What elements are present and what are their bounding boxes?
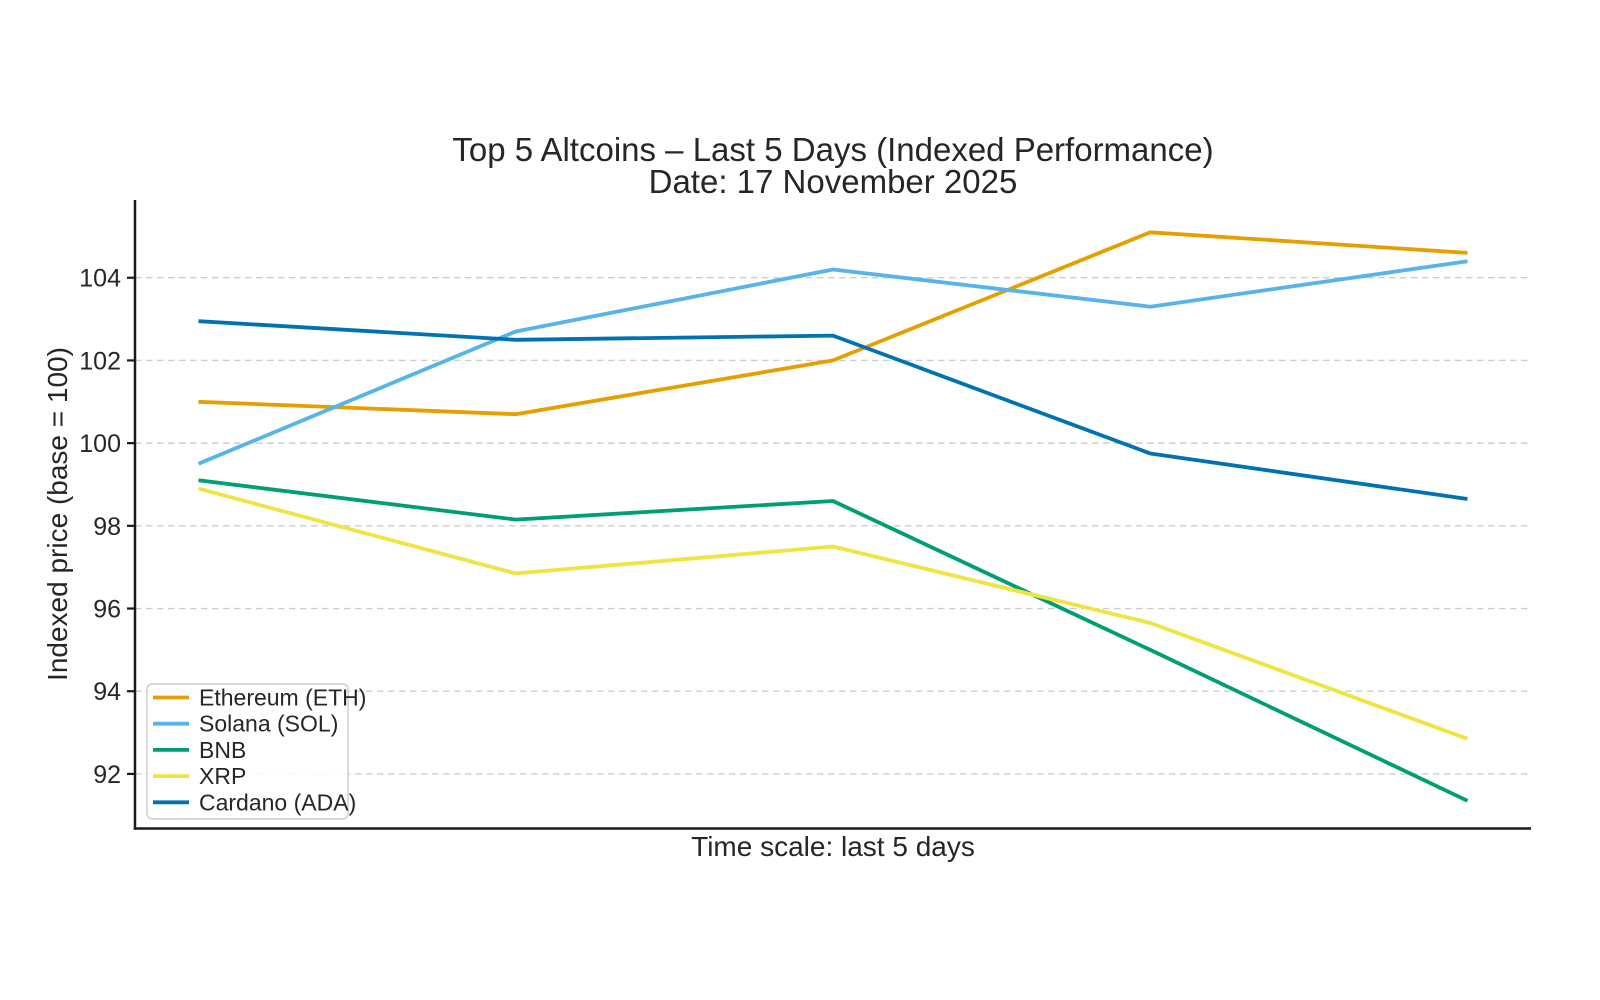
legend-label: Solana (SOL) [199, 711, 338, 737]
legend-label: XRP [199, 763, 246, 789]
legend-item-solana-sol: Solana (SOL) [153, 711, 338, 737]
y-tick-label: 94 [93, 678, 121, 706]
chart-subtitle: Date: 17 November 2025 [649, 163, 1018, 200]
legend-item-xrp: XRP [153, 763, 246, 789]
x-axis-label: Time scale: last 5 days [691, 831, 975, 862]
y-tick-label: 92 [93, 761, 121, 789]
gridlines [135, 277, 1531, 775]
legend: Ethereum (ETH)Solana (SOL)BNBXRPCardano … [146, 683, 366, 820]
series-line-cardano-ada [198, 319, 1468, 501]
series-line-ethereum-eth [198, 230, 1468, 417]
y-tick-label: 100 [79, 430, 121, 458]
legend-label: BNB [199, 737, 246, 763]
y-axis-ticks: 92 94 96 98 100 102 104 [79, 265, 135, 789]
y-tick-label: 96 [93, 596, 121, 624]
legend-item-bnb: BNB [153, 737, 246, 763]
legend-label: Cardano (ADA) [199, 789, 356, 815]
y-tick-label: 102 [79, 347, 121, 375]
axes-spines [133, 200, 1531, 830]
y-tick-label: 98 [93, 513, 121, 541]
series-lines [197, 230, 1469, 803]
series-line-solana-sol [197, 259, 1468, 466]
chart-title: Top 5 Altcoins – Last 5 Days (Indexed Pe… [452, 131, 1213, 168]
y-axis-label: Indexed price (base = 100) [42, 347, 73, 681]
series-line-bnb [198, 478, 1469, 803]
series-line-xrp [198, 486, 1469, 741]
legend-item-cardano-ada: Cardano (ADA) [153, 789, 356, 815]
legend-item-ethereum-eth: Ethereum (ETH) [153, 685, 366, 711]
legend-box [146, 683, 349, 820]
y-tick-label: 104 [79, 265, 121, 293]
legend-label: Ethereum (ETH) [199, 685, 366, 711]
